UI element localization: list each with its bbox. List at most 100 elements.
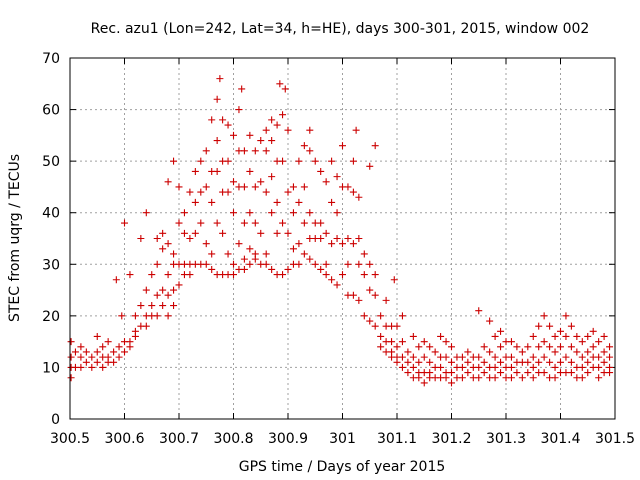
data-point <box>497 369 505 377</box>
data-point <box>230 178 237 186</box>
data-point <box>507 338 515 346</box>
data-point <box>567 358 575 366</box>
data-point <box>240 183 248 191</box>
x-tick-label: 301.2 <box>431 431 471 447</box>
data-point <box>584 332 592 340</box>
data-point <box>311 260 319 268</box>
data-point <box>164 312 172 320</box>
data-point <box>131 312 139 320</box>
data-point <box>513 369 521 377</box>
data-point <box>268 116 276 124</box>
data-point <box>289 209 297 217</box>
data-point <box>67 353 75 361</box>
data-point <box>306 147 314 155</box>
data-point <box>240 147 248 155</box>
data-point <box>208 250 216 258</box>
y-axis-label: STEC from uqrg / TECUs <box>7 154 23 322</box>
data-point <box>235 106 243 114</box>
data-point <box>377 312 385 320</box>
data-point <box>551 348 559 356</box>
data-point <box>224 157 232 165</box>
data-point <box>306 126 314 134</box>
data-point <box>355 296 363 304</box>
data-point <box>235 240 243 248</box>
data-point <box>480 358 488 366</box>
data-point <box>191 167 199 175</box>
data-point <box>219 229 227 237</box>
data-point <box>529 353 537 361</box>
data-point <box>404 358 412 366</box>
data-point <box>322 260 330 268</box>
data-point <box>279 219 287 227</box>
data-point <box>371 271 379 279</box>
data-point <box>567 369 575 377</box>
data-point <box>584 348 592 356</box>
data-point <box>213 137 221 145</box>
data-point <box>262 250 270 258</box>
data-point <box>567 343 575 351</box>
data-point <box>589 327 597 335</box>
data-point <box>240 265 248 273</box>
data-point <box>448 369 455 377</box>
data-point <box>311 157 319 165</box>
data-point <box>104 338 112 346</box>
data-point <box>175 281 183 289</box>
data-point <box>153 291 161 299</box>
data-point <box>164 291 172 299</box>
data-point <box>186 188 194 196</box>
x-tick-label: 300.8 <box>213 431 253 447</box>
data-point <box>328 276 336 284</box>
data-point <box>279 157 287 165</box>
data-point <box>110 358 118 366</box>
data-point <box>557 358 564 366</box>
data-point <box>148 302 156 310</box>
data-point <box>224 250 232 258</box>
data-point <box>93 358 101 366</box>
data-point <box>142 286 150 294</box>
data-point <box>398 338 406 346</box>
data-point <box>431 348 439 356</box>
data-point <box>257 137 265 145</box>
x-tick-label: 301 <box>329 431 356 447</box>
data-point <box>398 363 406 371</box>
data-point <box>246 167 254 175</box>
data-point <box>360 250 368 258</box>
data-point <box>464 358 472 366</box>
data-point <box>202 240 210 248</box>
data-point <box>82 358 90 366</box>
data-point <box>360 312 368 320</box>
data-point <box>339 271 346 279</box>
data-point <box>480 369 488 377</box>
data-point <box>191 229 199 237</box>
data-point <box>180 209 188 217</box>
data-point <box>230 260 237 268</box>
data-point <box>202 260 210 268</box>
data-point <box>191 198 199 206</box>
data-point <box>475 363 483 371</box>
x-axis-label: GPS time / Days of year 2015 <box>239 459 446 475</box>
data-point <box>284 265 292 273</box>
data-point <box>328 198 336 206</box>
data-point <box>497 343 505 351</box>
data-point <box>295 240 303 248</box>
data-point <box>175 219 183 227</box>
data-point <box>497 358 505 366</box>
data-point <box>175 183 183 191</box>
data-point <box>333 281 341 289</box>
data-point <box>159 245 167 253</box>
data-point <box>420 338 428 346</box>
data-point <box>349 188 357 196</box>
data-point <box>551 363 559 371</box>
data-point <box>208 265 216 273</box>
data-point <box>606 369 614 377</box>
data-point <box>464 348 472 356</box>
data-point <box>475 307 483 315</box>
data-point <box>142 322 150 330</box>
data-point <box>153 235 161 242</box>
data-point <box>409 332 417 340</box>
data-point <box>257 178 265 186</box>
data-point <box>426 343 434 351</box>
x-tick-label: 300.5 <box>50 431 90 447</box>
data-point <box>371 322 379 330</box>
data-point <box>578 338 586 346</box>
